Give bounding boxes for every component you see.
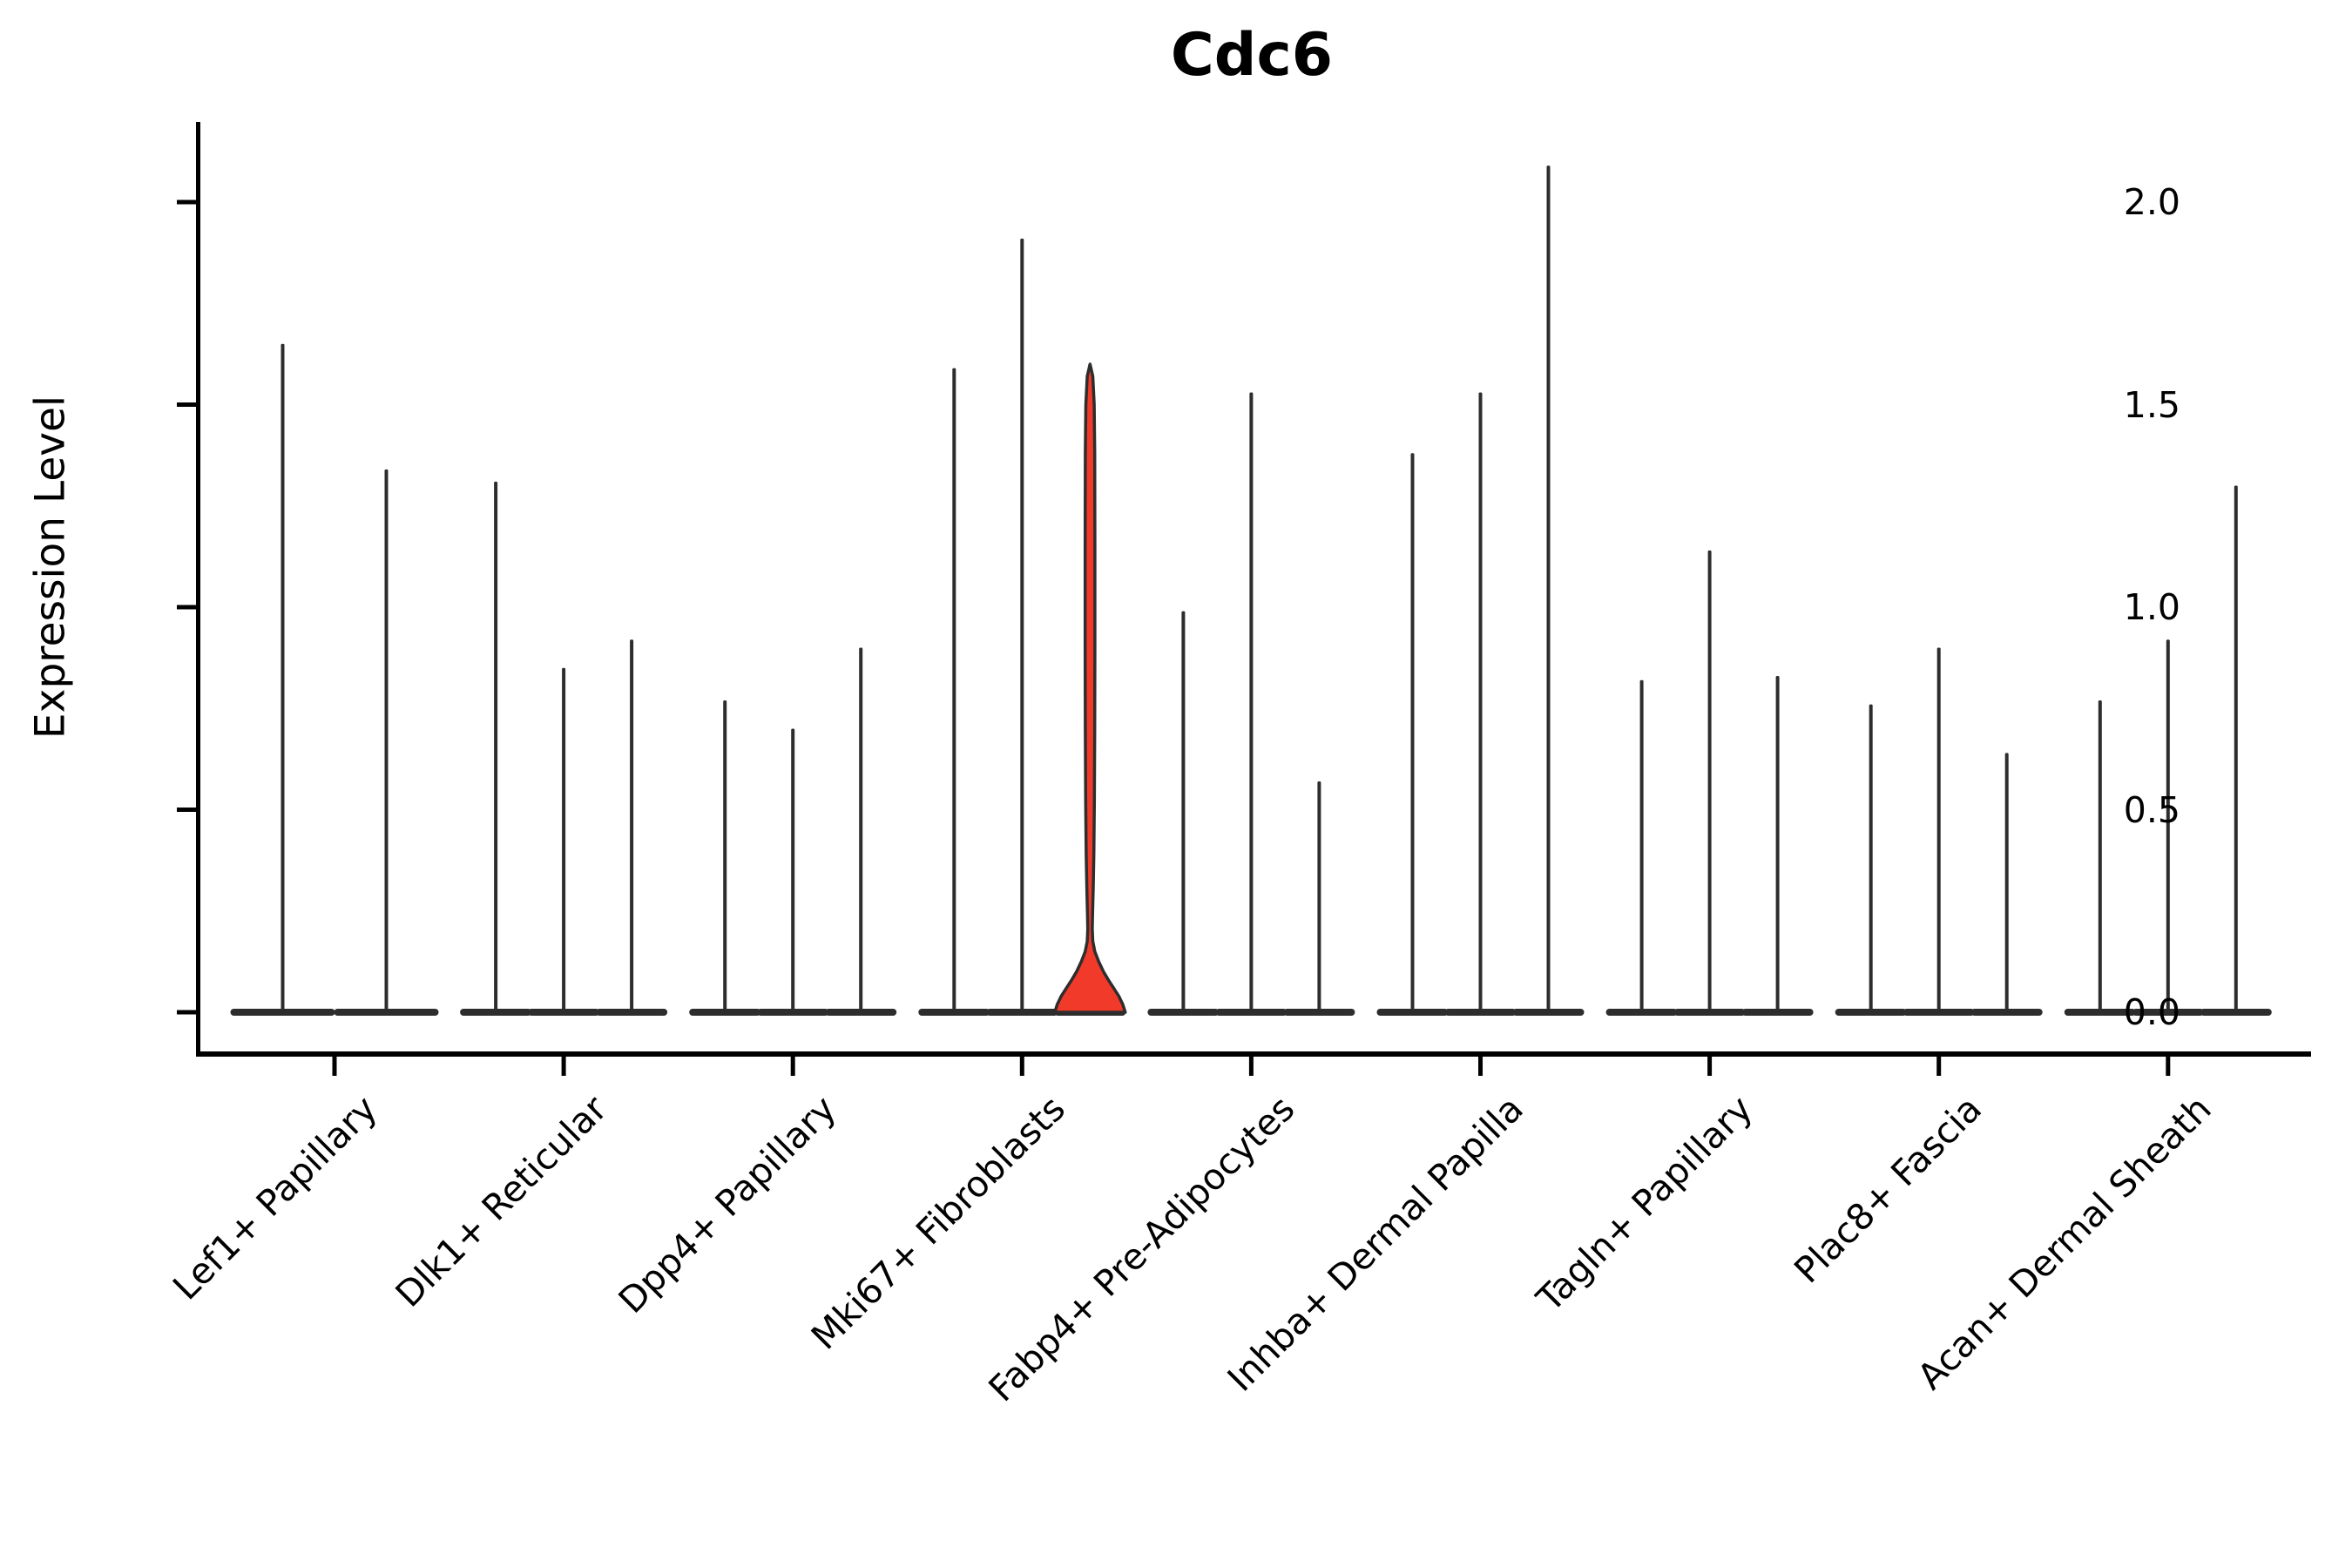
violin-spike xyxy=(2166,639,2170,1012)
violin-spike xyxy=(384,469,389,1012)
violin-spike xyxy=(1020,238,1024,1013)
violin-spike xyxy=(1317,781,1321,1012)
violin-spike xyxy=(1775,676,1780,1012)
violin-spike xyxy=(2098,700,2102,1012)
violin-spike xyxy=(494,481,498,1012)
violin-spike xyxy=(791,728,795,1012)
y-tick-label: 1.5 xyxy=(2123,383,2180,426)
violin-spike xyxy=(1181,611,1186,1012)
violin-spike xyxy=(562,667,566,1012)
violin-spike xyxy=(859,647,863,1012)
y-tick-label: 0.0 xyxy=(2123,991,2180,1033)
violin-spike xyxy=(2004,753,2009,1012)
violin-spike xyxy=(2234,485,2238,1012)
violin-spike xyxy=(1869,704,1873,1012)
violin-spike xyxy=(630,639,634,1012)
violin-spike xyxy=(1249,392,1254,1012)
chart-title: Cdc6 xyxy=(1170,21,1334,90)
violin-spike xyxy=(723,700,727,1012)
violin-spike xyxy=(1478,392,1483,1012)
violin-spike xyxy=(280,343,285,1012)
violin-spike xyxy=(1639,679,1644,1012)
violin-spike xyxy=(1410,453,1415,1012)
violin-spike xyxy=(1707,550,1712,1012)
y-tick-label: 2.0 xyxy=(2123,181,2180,223)
y-tick-label: 0.5 xyxy=(2123,788,2180,831)
y-tick-label: 1.0 xyxy=(2123,586,2180,628)
violin-spike xyxy=(952,368,956,1012)
violin-spike xyxy=(1936,647,1941,1012)
violin-spike xyxy=(1546,166,1551,1012)
highlight-violin xyxy=(1053,362,1127,1014)
